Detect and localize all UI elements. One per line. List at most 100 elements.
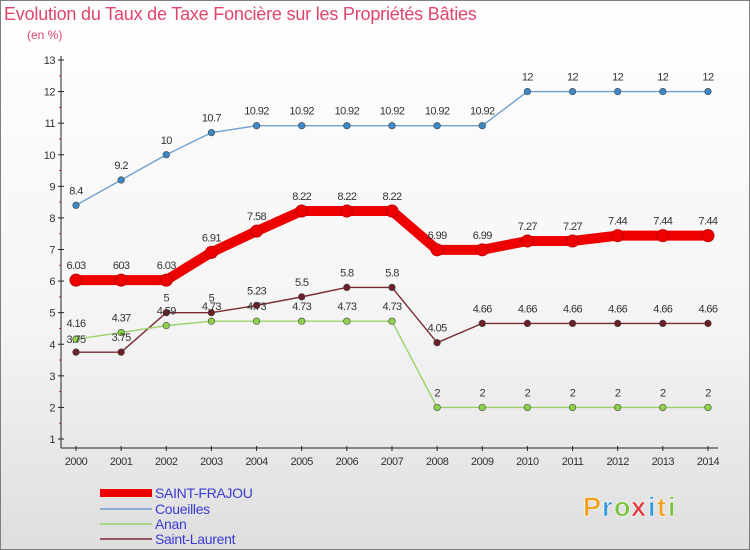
data-label: 2 <box>525 387 531 399</box>
x-tick-label: 2002 <box>155 456 178 468</box>
data-label: 7.27 <box>518 221 537 233</box>
data-label: 4.73 <box>382 301 401 313</box>
logo-letter: i <box>668 492 676 522</box>
data-label: 2 <box>615 387 621 399</box>
data-point <box>611 229 625 243</box>
data-label: 10.92 <box>244 106 269 118</box>
data-point <box>566 234 580 248</box>
y-tick-label: 10 <box>44 150 56 162</box>
x-tick-label: 2001 <box>110 456 133 468</box>
data-label: 4.66 <box>698 303 717 315</box>
y-tick-label: 3 <box>49 371 55 383</box>
legend-item-saint-frajou: SAINT-FRAJOU <box>100 485 253 501</box>
data-label: 10.92 <box>470 106 495 118</box>
data-label: 8.22 <box>292 191 311 203</box>
y-tick-label: 9 <box>49 181 55 193</box>
data-point <box>475 243 489 257</box>
data-label: 2 <box>570 387 576 399</box>
data-point <box>72 348 80 356</box>
data-label: 7.44 <box>653 216 672 228</box>
y-tick-label: 4 <box>49 339 55 351</box>
series-saint-laurent <box>72 283 712 356</box>
data-label: 6.99 <box>473 230 492 242</box>
data-point <box>162 322 170 330</box>
series-anan <box>72 317 712 412</box>
x-tick-label: 2007 <box>381 456 404 468</box>
data-point <box>162 151 170 159</box>
data-point <box>250 224 264 238</box>
data-point <box>430 243 444 257</box>
data-point <box>659 87 667 96</box>
data-point <box>388 283 396 292</box>
data-label: 10.92 <box>289 106 314 118</box>
x-tick-label: 2012 <box>606 456 629 468</box>
data-label: 7.44 <box>608 216 627 228</box>
x-tick-label: 2013 <box>652 456 675 468</box>
data-label: 12 <box>702 72 714 84</box>
data-label: 12 <box>522 72 534 84</box>
data-point <box>433 122 441 130</box>
data-point <box>433 339 441 347</box>
data-point <box>340 204 354 218</box>
data-label: 5 <box>209 293 215 305</box>
data-label: 5 <box>164 293 170 305</box>
data-label: 4.73 <box>292 301 311 313</box>
x-tick-label: 2014 <box>697 456 720 468</box>
data-label: 5.8 <box>340 267 354 279</box>
data-label: 12 <box>612 72 624 84</box>
data-point <box>117 176 125 184</box>
data-point <box>523 319 532 328</box>
data-point <box>204 245 218 259</box>
data-point <box>568 319 577 328</box>
logo-letter: P <box>583 492 601 522</box>
x-tick-label: 2005 <box>290 456 313 468</box>
data-point <box>343 122 351 130</box>
data-label: 5.5 <box>295 277 309 289</box>
data-label: 2 <box>660 387 666 399</box>
data-point <box>701 229 715 243</box>
data-label: 2 <box>479 387 485 399</box>
data-label: 6.99 <box>428 230 447 242</box>
logo-letter: o <box>614 492 631 522</box>
data-point <box>478 403 486 412</box>
data-point <box>614 319 622 328</box>
data-label: 2 <box>705 387 711 399</box>
data-point <box>69 273 83 287</box>
data-point <box>117 348 125 356</box>
data-point <box>659 403 667 412</box>
y-tick-label: 2 <box>49 402 55 414</box>
legend-label: Coueilles <box>155 501 210 517</box>
legend-label: Anan <box>155 516 187 532</box>
data-point <box>207 317 216 325</box>
chart-subtitle: (en %) <box>27 28 63 42</box>
y-tick-label: 13 <box>44 55 56 67</box>
x-tick-label: 2010 <box>516 456 539 468</box>
y-tick-label: 7 <box>49 245 55 257</box>
data-point <box>252 317 261 325</box>
data-label: 10.92 <box>380 106 405 118</box>
data-point <box>388 317 396 325</box>
data-label: 4.73 <box>337 301 356 313</box>
data-label: 3.75 <box>112 332 131 344</box>
data-label: 4.66 <box>518 303 537 315</box>
legend-item-coueilles: Coueilles <box>100 501 210 517</box>
data-point <box>72 335 80 343</box>
legend-item-anan: Anan <box>100 516 187 532</box>
y-tick-label: 5 <box>49 308 55 320</box>
series-line <box>75 320 709 409</box>
series-layer <box>69 87 715 412</box>
logo-letter: t <box>657 492 666 522</box>
legend-label: SAINT-FRAJOU <box>155 485 253 501</box>
data-label: 7.44 <box>698 216 717 228</box>
data-label: 6.03 <box>66 260 85 272</box>
data-point <box>614 403 622 412</box>
data-label: 603 <box>113 260 130 272</box>
data-point <box>704 319 712 328</box>
data-point <box>568 87 577 96</box>
data-point <box>478 319 486 328</box>
y-tick-label: 8 <box>49 213 55 225</box>
data-point <box>659 319 667 328</box>
data-point <box>568 403 577 412</box>
